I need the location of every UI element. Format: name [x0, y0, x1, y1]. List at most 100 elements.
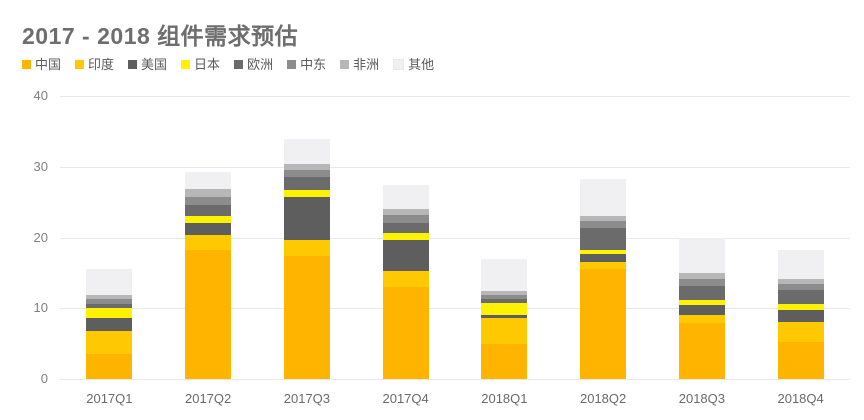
bar-segment[interactable] — [777, 278, 824, 284]
x-tick-label: 2018Q1 — [481, 391, 528, 406]
bar-segment[interactable] — [283, 177, 330, 191]
legend-item-label: 中东 — [300, 57, 327, 72]
bar-segment[interactable] — [481, 314, 528, 319]
legend-item[interactable]: 其他 — [393, 58, 434, 71]
legend-item[interactable]: 印度 — [75, 58, 114, 71]
bar-segment[interactable] — [777, 322, 824, 343]
bar-stack — [580, 178, 627, 379]
bar-segment[interactable] — [382, 287, 429, 379]
bar-segment[interactable] — [283, 197, 330, 240]
bars-layer — [60, 96, 850, 379]
legend-item-label: 中国 — [35, 57, 62, 72]
legend-item[interactable]: 日本 — [181, 58, 220, 71]
bar-segment[interactable] — [283, 190, 330, 198]
bar-segment[interactable] — [382, 233, 429, 241]
bar-segment[interactable] — [678, 299, 725, 305]
y-tick-label: 40 — [33, 88, 48, 103]
bar-segment[interactable] — [777, 289, 824, 305]
bar-group[interactable] — [283, 96, 330, 379]
bar-segment[interactable] — [678, 304, 725, 316]
bar-segment[interactable] — [382, 223, 429, 234]
bar-segment[interactable] — [481, 343, 528, 379]
bar-segment[interactable] — [580, 178, 627, 216]
bar-segment[interactable] — [86, 269, 133, 295]
bar-segment[interactable] — [382, 208, 429, 215]
legend-swatch-icon — [234, 60, 244, 69]
bar-segment[interactable] — [580, 221, 627, 229]
bar-segment[interactable] — [283, 163, 330, 171]
bar-segment[interactable] — [481, 294, 528, 300]
gridline — [60, 96, 850, 97]
bar-group[interactable] — [185, 96, 232, 379]
bar-segment[interactable] — [481, 302, 528, 315]
bar-segment[interactable] — [185, 188, 232, 197]
bar-segment[interactable] — [86, 308, 133, 319]
bar-segment[interactable] — [185, 171, 232, 189]
bar-segment[interactable] — [481, 258, 528, 292]
bar-segment[interactable] — [283, 170, 330, 178]
bar-segment[interactable] — [580, 228, 627, 250]
bar-segment[interactable] — [580, 215, 627, 222]
bar-segment[interactable] — [86, 330, 133, 355]
bar-segment[interactable] — [580, 249, 627, 254]
bar-segment[interactable] — [86, 299, 133, 305]
x-axis-labels: 2017Q1 2017Q2 2017Q3 2017Q4 2018Q1 2018Q2 2018… — [60, 383, 850, 413]
legend-item[interactable]: 美国 — [128, 58, 167, 71]
bar-segment[interactable] — [678, 238, 725, 273]
legend-item[interactable]: 非洲 — [340, 58, 379, 71]
bar-segment[interactable] — [580, 253, 627, 262]
bar-segment[interactable] — [777, 342, 824, 379]
legend-item-label: 非洲 — [353, 57, 380, 72]
bar-segment[interactable] — [382, 240, 429, 272]
legend-item-label: 美国 — [141, 57, 168, 72]
legend-item[interactable]: 欧洲 — [234, 58, 273, 71]
bar-segment[interactable] — [678, 323, 725, 379]
bar-segment[interactable] — [283, 138, 330, 164]
bar-group[interactable] — [481, 96, 528, 379]
bar-segment[interactable] — [86, 304, 133, 309]
x-tick-label: 2018Q2 — [579, 391, 627, 406]
bar-segment[interactable] — [86, 318, 133, 331]
bar-segment[interactable] — [678, 278, 725, 286]
bar-segment[interactable] — [678, 272, 725, 279]
bar-group[interactable] — [86, 96, 133, 379]
bar-stack — [777, 250, 824, 379]
legend-item-label: 日本 — [194, 57, 221, 72]
bar-group[interactable] — [580, 96, 627, 379]
bar-segment[interactable] — [185, 234, 232, 251]
bar-segment[interactable] — [382, 271, 429, 288]
bar-segment[interactable] — [185, 196, 232, 205]
bar-segment[interactable] — [185, 215, 232, 224]
bar-segment[interactable] — [481, 318, 528, 344]
bar-segment[interactable] — [185, 223, 232, 235]
bar-group[interactable] — [382, 96, 429, 379]
bar-segment[interactable] — [382, 184, 429, 209]
bar-segment[interactable] — [481, 299, 528, 303]
bar-segment[interactable] — [283, 255, 330, 379]
bar-segment[interactable] — [777, 250, 824, 279]
bar-stack — [481, 258, 528, 379]
gridline — [60, 379, 850, 380]
bar-segment[interactable] — [86, 294, 133, 300]
legend-item[interactable]: 中东 — [287, 58, 326, 71]
bar-segment[interactable] — [185, 250, 232, 379]
legend-item-label: 欧洲 — [247, 57, 274, 72]
bar-segment[interactable] — [777, 310, 824, 323]
legend-item[interactable]: 中国 — [22, 58, 61, 71]
bar-segment[interactable] — [481, 291, 528, 295]
legend-swatch-icon — [128, 60, 138, 69]
bar-segment[interactable] — [777, 304, 824, 311]
bar-segment[interactable] — [382, 214, 429, 224]
bar-segment[interactable] — [580, 268, 627, 379]
bar-segment[interactable] — [678, 285, 725, 300]
legend-swatch-icon — [393, 59, 405, 70]
bar-group[interactable] — [678, 96, 725, 379]
bar-segment[interactable] — [777, 283, 824, 290]
bar-segment[interactable] — [580, 261, 627, 269]
bar-segment[interactable] — [86, 354, 133, 379]
bar-group[interactable] — [777, 96, 824, 379]
bar-segment[interactable] — [283, 239, 330, 256]
bar-segment[interactable] — [678, 315, 725, 324]
bar-segment[interactable] — [185, 204, 232, 216]
bar-stack — [86, 269, 133, 379]
